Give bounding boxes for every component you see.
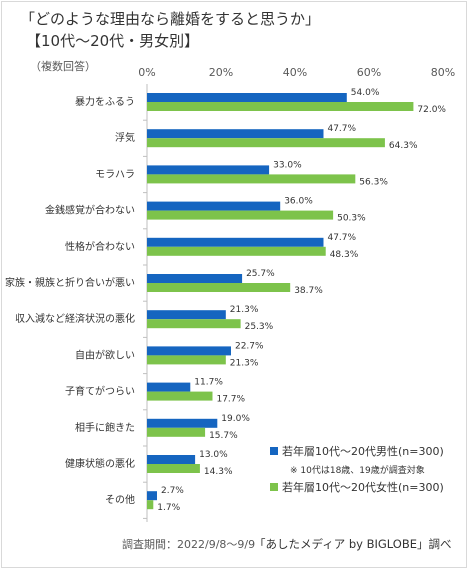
value-label-female: 56.3% (359, 177, 388, 187)
bar-female (147, 102, 414, 111)
value-label-male: 33.0% (273, 160, 302, 170)
bar-male (147, 382, 191, 392)
value-label-male: 22.7% (235, 341, 264, 351)
bar-female (147, 246, 326, 256)
value-label-female: 64.3% (389, 141, 418, 151)
category-label: 相手に飽きた (75, 421, 135, 434)
x-tick-label: 20% (209, 66, 233, 79)
value-label-female: 48.3% (330, 250, 359, 260)
x-tick-label: 40% (283, 66, 307, 79)
legend-note: ※ 10代は18歳、19歳が調査対象 (290, 464, 425, 476)
value-label-female: 1.7% (157, 503, 180, 513)
bar-male (147, 310, 226, 320)
value-label-male: 13.0% (199, 450, 228, 460)
category-label: その他 (105, 493, 135, 506)
legend-swatch-female (270, 483, 278, 491)
bar-female (147, 427, 206, 437)
bar-female (147, 210, 334, 220)
category-label: 金銭感覚が合わない (45, 204, 135, 217)
bar-male (147, 418, 218, 428)
category-label: 暴力をふるう (75, 95, 135, 108)
value-label-male: 47.7% (327, 233, 356, 243)
legend-label-male: 若年層10代～20代男性(n=300) (282, 444, 444, 458)
value-label-male: 21.3% (230, 305, 259, 315)
bar-male (147, 93, 347, 102)
category-label: 性格が合わない (65, 240, 135, 253)
value-label-male: 2.7% (161, 486, 184, 496)
bar-male (147, 274, 243, 283)
category-label: 浮気 (115, 131, 135, 144)
value-label-female: 14.3% (204, 467, 233, 477)
bar-female (147, 464, 200, 473)
value-label-male: 54.0% (351, 88, 380, 98)
bar-male (147, 201, 281, 211)
x-tick-label: 80% (431, 66, 455, 79)
value-label-female: 21.3% (230, 358, 259, 368)
bar-male (147, 165, 270, 175)
category-label: 収入減など経済状況の悪化 (15, 312, 135, 325)
value-label-female: 25.3% (245, 322, 274, 332)
category-label: 家族・親族と折り合いが悪い (5, 276, 135, 289)
chart-title-line2: 【10代～20代・男女別】 (26, 32, 200, 50)
bar-male (147, 129, 324, 139)
bar-female (147, 355, 226, 365)
value-label-female: 72.0% (417, 105, 446, 115)
chart-title-line1: 「どのような理由なら離婚をすると思うか」 (20, 10, 321, 28)
value-label-male: 47.7% (327, 124, 356, 134)
bar-male (147, 237, 324, 247)
value-label-female: 15.7% (209, 431, 238, 441)
category-label: 自由が欲しい (75, 348, 135, 361)
bar-female (147, 174, 356, 184)
category-label: 子育てがつらい (65, 385, 135, 398)
value-label-male: 11.7% (194, 378, 223, 388)
value-label-male: 25.7% (246, 269, 275, 279)
bar-male (147, 455, 196, 464)
value-label-female: 38.7% (294, 286, 323, 296)
source-credit: 「あしたメディア by BIGLOBE」調べ (254, 537, 452, 551)
category-label: 健康状態の悪化 (65, 457, 135, 470)
value-label-male: 19.0% (221, 414, 250, 424)
value-label-female: 17.7% (216, 395, 245, 405)
category-label: モラハラ (95, 168, 135, 180)
x-tick-label: 0% (138, 66, 155, 79)
x-tick-label: 60% (357, 66, 381, 79)
bar-female (147, 319, 241, 329)
bar-male (147, 491, 157, 501)
legend-swatch-male (270, 447, 278, 455)
bar-female (147, 138, 385, 148)
legend-label-female: 若年層10代～20代女性(n=300) (282, 480, 444, 494)
survey-period: 調査期間：2022/9/8～9/9 (122, 537, 255, 551)
multi-answer-note: （複数回答） (30, 59, 96, 73)
bar-female (147, 500, 154, 510)
value-label-female: 50.3% (337, 214, 366, 224)
bar-female (147, 391, 213, 401)
value-label-male: 36.0% (284, 197, 313, 207)
bar-female (147, 283, 291, 292)
bar-male (147, 346, 231, 356)
